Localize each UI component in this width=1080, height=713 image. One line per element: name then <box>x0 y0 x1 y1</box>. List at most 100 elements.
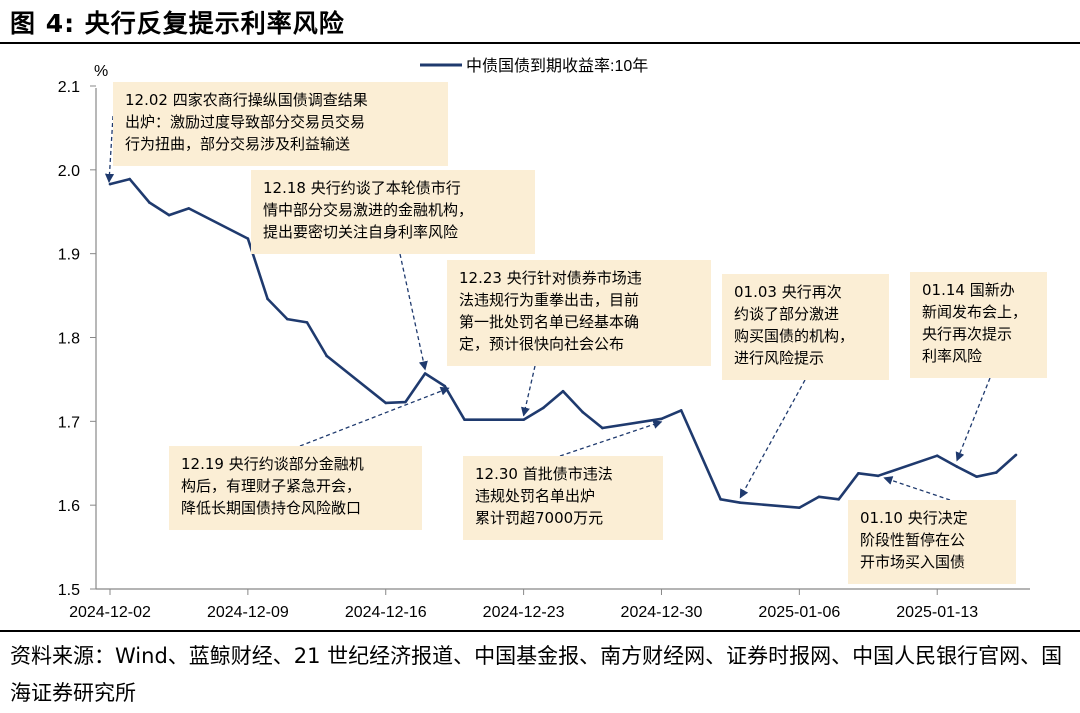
annotation-arrow <box>399 253 428 371</box>
data-point <box>522 418 525 421</box>
annotation-text-line: 12.19 央行约谈部分金融机 <box>181 455 364 473</box>
yield-line-chart: 2.1 2.0 1.9 1.8 1.7 1.6 1.5 2024-12-02 2024-12-… <box>58 57 1047 621</box>
data-point <box>463 418 466 421</box>
data-point <box>660 417 663 421</box>
data-point <box>837 497 841 501</box>
annotation-arrows <box>104 115 991 501</box>
data-point <box>285 317 289 321</box>
annotation-box <box>113 82 448 166</box>
x-tick-label: 2024-12-09 <box>207 604 289 621</box>
data-point <box>975 475 978 478</box>
annotation-box <box>910 272 1047 378</box>
data-point <box>423 372 427 375</box>
y-tick-label: 1.7 <box>58 414 80 431</box>
annotation-text-line: 01.10 央行决定 <box>860 509 968 527</box>
annotation-text-line: 法违规行为重拳出击，目前 <box>459 291 639 309</box>
annotation-text-line: 降低长期国债持仓风险敞口 <box>181 499 361 517</box>
annotation-text-line: 12.02 四家农商行操纵国债调查结果 <box>125 91 368 109</box>
legend-label: 中债国债到期收益率:10年 <box>466 57 648 75</box>
annotation-text-line: 构后，有理财子紧急开会， <box>181 477 361 495</box>
series-points <box>108 177 1018 509</box>
data-point <box>817 495 821 499</box>
data-point <box>738 501 742 504</box>
annotation-box <box>169 446 422 530</box>
annotation-arrow <box>883 476 951 501</box>
x-tick-label: 2024-12-02 <box>69 604 151 621</box>
annotation-text-line: 提出要密切关注自身利率风险 <box>263 223 458 241</box>
annotation-box <box>251 170 535 254</box>
y-tick-label: 2.0 <box>58 163 80 180</box>
annotation-a1223: 12.23 央行针对债券市场违法违规行为重拳出击，目前第一批处罚名单已经基本确定… <box>447 260 711 366</box>
data-point <box>128 177 131 181</box>
annotation-box <box>447 260 711 366</box>
x-tick-label: 2025-01-13 <box>896 604 978 621</box>
annotation-text-line: 阶段性暂停在公 <box>860 531 965 549</box>
annotation-text-line: 进行风险提示 <box>734 349 824 367</box>
annotation-text-line: 01.14 国新办 <box>922 281 1015 299</box>
annotation-text-line: 定，预计很快向社会公布 <box>459 335 624 353</box>
y-tick-label: 1.9 <box>58 247 80 264</box>
annotation-box <box>463 456 663 540</box>
annotation-arrow <box>104 115 115 183</box>
data-point <box>305 321 309 324</box>
data-point <box>857 472 860 475</box>
x-axis-ticks: 2024-12-02 2024-12-09 2024-12-16 2024-12-23… <box>69 589 978 621</box>
annotation-arrow <box>521 365 536 417</box>
annotation-text-line: 第一批处罚名单已经基本确 <box>459 313 639 331</box>
annotation-text-line: 12.23 央行针对债券市场违 <box>459 269 642 287</box>
data-point <box>167 213 171 217</box>
data-point <box>581 410 584 414</box>
data-point <box>561 389 565 393</box>
annotation-boxes: 12.02 四家农商行操纵国债调查结果出炉：激励过度导致部分交易员交易行为扭曲，… <box>113 82 1047 584</box>
y-unit-label: % <box>94 63 108 80</box>
x-tick-label: 2025-01-06 <box>758 604 840 621</box>
source-divider <box>0 630 1080 632</box>
annotation-box <box>848 500 1016 584</box>
annotation-arrow <box>955 377 991 462</box>
annotation-box <box>722 274 889 380</box>
data-point <box>187 207 191 210</box>
annotation-text-line: 情中部分交易激进的金融机构， <box>263 201 473 219</box>
annotation-arrow <box>739 379 806 499</box>
data-point <box>719 497 722 501</box>
annotation-text-line: 累计罚超7000万元 <box>475 509 603 527</box>
data-point <box>798 506 801 509</box>
annotation-text-line: 开市场买入国债 <box>860 553 965 571</box>
annotation-arrow <box>559 420 663 457</box>
data-point <box>955 465 959 468</box>
y-tick-label: 2.1 <box>58 79 80 96</box>
data-point <box>679 409 683 412</box>
y-tick-label: 1.6 <box>58 498 80 515</box>
annotation-text-line: 出炉：激励过度导致部分交易员交易 <box>125 113 365 131</box>
annotation-a1202: 12.02 四家农商行操纵国债调查结果出炉：激励过度导致部分交易员交易行为扭曲，… <box>113 82 448 166</box>
data-point <box>325 354 328 358</box>
y-tick-label: 1.8 <box>58 331 80 348</box>
data-point <box>542 406 545 410</box>
annotation-text-line: 央行再次提示 <box>922 325 1012 343</box>
data-point <box>876 474 880 478</box>
legend: 中债国债到期收益率:10年 <box>420 57 648 75</box>
data-point <box>404 400 407 404</box>
annotation-arrow <box>299 386 450 447</box>
annotation-text-line: 约谈了部分激进 <box>734 305 839 323</box>
annotation-text-line: 01.03 央行再次 <box>734 283 842 301</box>
source-note: 资料来源：Wind、蓝鲸财经、21 世纪经济报道、中国基金报、南方财经网、证券时… <box>10 644 1063 705</box>
title-bar: 图 4: 央行反复提示利率风险 <box>0 0 1080 44</box>
x-tick-label: 2024-12-23 <box>483 604 565 621</box>
annotation-text-line: 购买国债的机构， <box>734 327 854 345</box>
y-axis-ticks: 2.1 2.0 1.9 1.8 1.7 1.6 1.5 <box>58 79 96 599</box>
annotation-text-line: 利率风险 <box>922 347 982 365</box>
data-point <box>148 201 151 204</box>
data-point <box>601 426 604 430</box>
y-tick-label: 1.5 <box>58 582 80 599</box>
annotation-text-line: 12.30 首批债市违法 <box>475 465 613 483</box>
data-point <box>995 471 998 474</box>
figure-title: 图 4: 央行反复提示利率风险 <box>10 9 345 38</box>
data-point <box>443 384 447 388</box>
data-point <box>384 401 388 405</box>
